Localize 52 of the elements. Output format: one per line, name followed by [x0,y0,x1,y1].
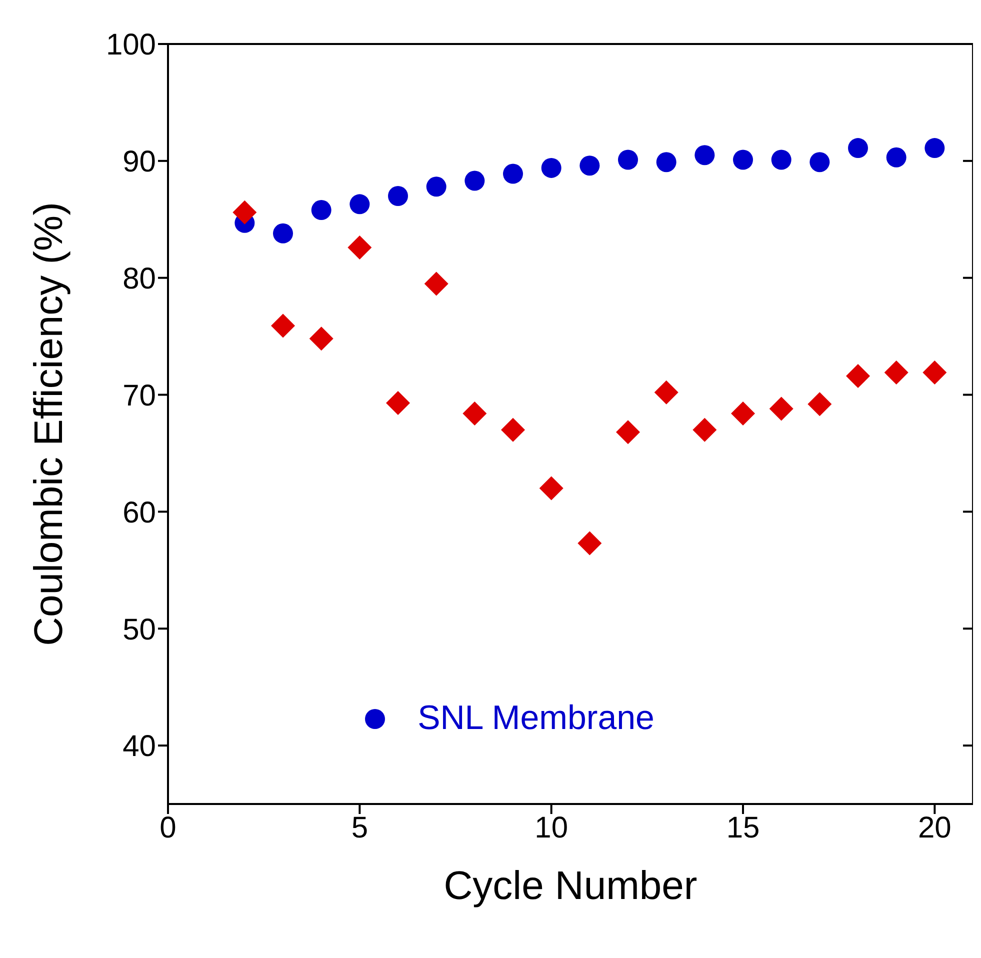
y-tick-label: 70 [122,379,156,412]
point [541,158,562,178]
point [273,223,293,244]
point [924,138,945,158]
point [694,145,715,166]
point [922,360,947,385]
point [884,360,908,385]
point [808,392,832,416]
y-tick-label: 50 [122,613,156,646]
point [810,152,830,172]
point [271,314,295,338]
y-tick-label: 80 [122,262,156,296]
point [692,418,717,442]
legend-label: SNL Membrane [418,699,654,738]
point [501,418,525,442]
point [580,156,600,176]
point [311,200,332,220]
point [424,272,448,296]
point [426,176,446,197]
point [232,200,257,224]
point [656,152,676,172]
x-tick-label: 5 [351,811,368,844]
point [386,390,410,415]
point [539,476,564,500]
y-tick-label: 60 [122,496,156,530]
point [618,150,638,170]
point [616,420,640,444]
y-axis-title: Coulombic Efficiency (%) [27,202,72,646]
y-tick-label: 100 [106,28,156,62]
point [350,194,370,214]
point [309,326,334,351]
y-tick-label: 40 [122,730,156,764]
x-tick-label: 20 [918,811,952,844]
point [886,147,906,168]
point [654,380,678,404]
point [846,364,870,388]
point [462,401,487,426]
point [503,164,523,184]
x-tick-label: 0 [160,811,176,844]
point [771,150,792,170]
y-tick-label: 90 [122,146,156,179]
point [578,531,602,556]
x-tick-label: 10 [534,811,568,844]
point [848,138,868,158]
x-tick-label: 15 [726,811,760,844]
point [733,150,753,170]
point [388,186,408,206]
x-axis-title: Cycle Number [444,864,698,908]
point [731,401,755,426]
point [348,235,372,260]
point [769,396,794,421]
point [464,170,485,191]
